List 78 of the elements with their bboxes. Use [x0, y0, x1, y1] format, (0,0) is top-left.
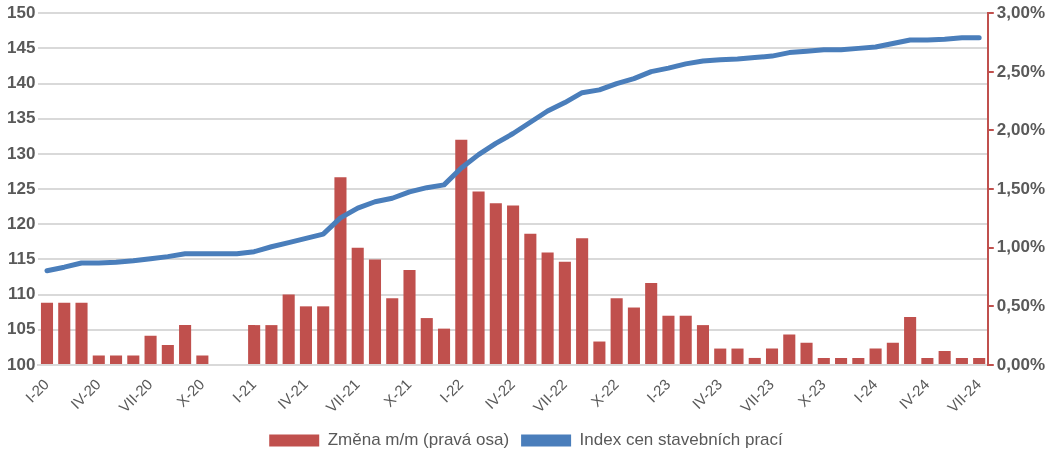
bar [161, 345, 174, 364]
bar [420, 318, 433, 364]
bar [696, 325, 710, 364]
bar [679, 315, 692, 364]
bar [835, 357, 848, 364]
x-tick-label: I-23 [643, 375, 674, 406]
y2-tick-label: 2,00% [996, 120, 1045, 140]
bar [92, 355, 105, 364]
bar [645, 282, 658, 364]
y-tick-label: 100 [6, 354, 36, 374]
bar [852, 357, 865, 364]
bar [627, 307, 640, 364]
y-tick-label: 125 [6, 178, 36, 198]
y-tick-label: 130 [6, 143, 36, 163]
y2-tick-label: 3,00% [996, 2, 1045, 22]
y2-tick-label: 1,50% [996, 178, 1045, 198]
bar [593, 341, 606, 364]
y-tick-label: 115 [7, 249, 36, 269]
y-tick-label: 120 [6, 213, 36, 233]
bar [144, 335, 157, 364]
bar [955, 357, 968, 364]
y-tick-label: 145 [6, 38, 36, 58]
y-tick-label: 105 [6, 319, 36, 339]
bar [938, 350, 951, 364]
bar [731, 348, 744, 364]
bar [351, 247, 364, 364]
bar [783, 334, 796, 364]
bar [558, 261, 571, 364]
bar [472, 191, 485, 364]
y2-tick-label: 2,50% [996, 61, 1045, 81]
y-tick-label: 150 [6, 2, 36, 22]
bar [248, 325, 261, 364]
bar [75, 302, 88, 364]
x-tick-label: I-21 [228, 375, 260, 406]
bar [368, 259, 382, 364]
y-tick-label: 135 [6, 108, 36, 128]
bar [904, 316, 917, 364]
bar [576, 238, 589, 364]
x-tick-label: I-22 [436, 375, 467, 406]
bar [196, 355, 209, 364]
y2-tick-label: 0,00% [996, 354, 1045, 374]
y-tick-label: 110 [7, 284, 36, 304]
bar [127, 355, 140, 364]
bar [973, 357, 986, 364]
bar [110, 355, 123, 364]
bar [334, 177, 347, 364]
bar [524, 233, 537, 364]
bar [869, 348, 882, 364]
bar [507, 205, 520, 364]
bar [282, 294, 295, 364]
bar [179, 325, 192, 364]
bar [40, 302, 54, 364]
bar [886, 342, 899, 364]
bar [800, 342, 813, 364]
legend-label: Index cen stavebních prací [579, 430, 784, 450]
x-tick-label: I-20 [21, 375, 53, 406]
bar [489, 203, 502, 364]
bar [455, 139, 468, 364]
bar [714, 348, 727, 364]
bar [610, 298, 623, 364]
y2-tick-label: 1,00% [996, 237, 1045, 257]
y2-tick-label: 0,50% [996, 296, 1045, 316]
bar [541, 252, 554, 364]
bar [662, 315, 675, 364]
bar [437, 328, 451, 364]
bar [748, 357, 761, 364]
bar [265, 325, 278, 364]
bar [386, 298, 399, 364]
bar [921, 357, 934, 364]
bar [403, 270, 416, 364]
x-tick-label: I-24 [850, 375, 881, 406]
bar [817, 357, 830, 364]
bar [58, 302, 71, 364]
bar [317, 306, 330, 364]
y-tick-label: 140 [6, 73, 36, 93]
legend-label: Změna m/m (pravá osa) [327, 430, 510, 450]
bar [765, 348, 779, 364]
bar [299, 306, 312, 364]
